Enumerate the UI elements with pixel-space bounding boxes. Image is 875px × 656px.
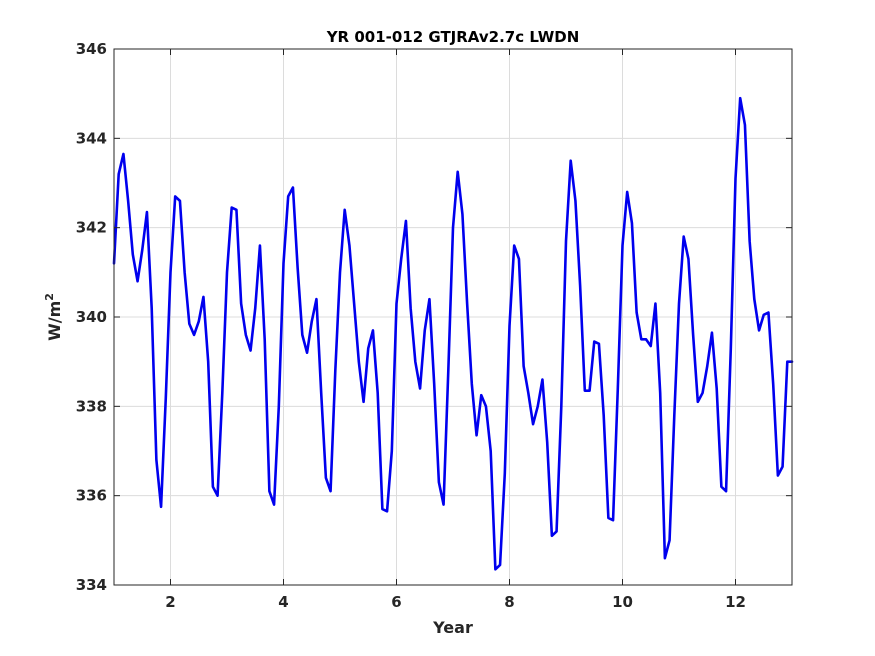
y-axis-label-group: W/m2 [43,293,64,341]
x-tick-label: 6 [391,593,401,611]
y-tick-label: 346 [76,40,107,58]
y-tick-label: 336 [76,487,107,505]
y-tick-label: 338 [76,397,107,415]
x-tick-label: 2 [165,593,175,611]
x-axis-label: Year [432,618,473,637]
axis-ticks [114,48,792,586]
x-tick-label: 4 [278,593,288,611]
y-tick-label: 342 [76,219,107,237]
chart-title: YR 001-012 GTJRAv2.7c LWDN [326,28,580,46]
y-axis-label: W/m2 [43,293,64,341]
series-line [112,96,794,571]
y-tick-label: 340 [76,308,107,326]
x-tick-label: 12 [725,593,746,611]
x-tick-label: 8 [504,593,514,611]
x-tick-labels: 2 4 6 8 10 12 [165,593,746,611]
y-axis-label-superscript: 2 [43,293,56,301]
y-tick-label: 334 [76,576,107,594]
x-tick-label: 10 [612,593,633,611]
y-axis-label-base: W/m [45,301,64,341]
y-tick-label: 344 [76,129,107,147]
y-tick-labels: 334 336 338 340 342 344 346 [76,40,107,594]
